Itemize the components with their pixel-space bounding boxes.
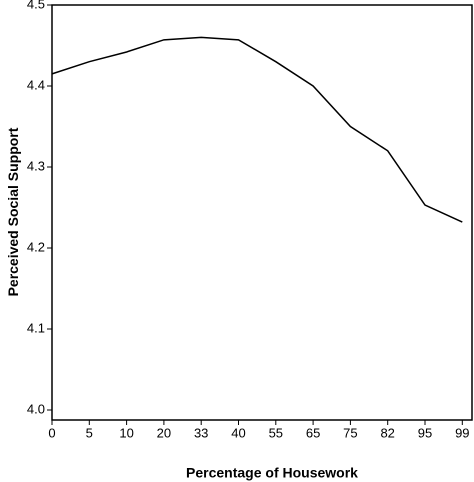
x-tick-label: 75 (343, 425, 357, 440)
x-tick-label: 95 (418, 425, 432, 440)
x-tick-label: 65 (306, 425, 320, 440)
y-tick-label: 4.1 (27, 320, 45, 335)
x-tick-label: 33 (194, 425, 208, 440)
x-tick-label: 99 (455, 425, 469, 440)
x-axis-title: Percentage of Housework (186, 465, 358, 481)
y-tick-label: 4.0 (27, 401, 45, 416)
x-tick-label: 40 (231, 425, 245, 440)
x-tick-label: 5 (86, 425, 93, 440)
x-tick-label: 55 (269, 425, 283, 440)
y-axis-title: Perceived Social Support (5, 127, 21, 296)
y-tick-label: 4.4 (27, 77, 45, 92)
x-tick-label: 20 (157, 425, 171, 440)
x-tick-label: 82 (380, 425, 394, 440)
y-tick-label: 4.5 (27, 0, 45, 11)
line (51, 36, 463, 223)
x-tick-label: 0 (48, 425, 55, 440)
x-tick-label: 10 (119, 425, 133, 440)
plot-frame (51, 4, 473, 421)
y-tick-label: 4.3 (27, 158, 45, 173)
y-tick-label: 4.2 (27, 239, 45, 254)
